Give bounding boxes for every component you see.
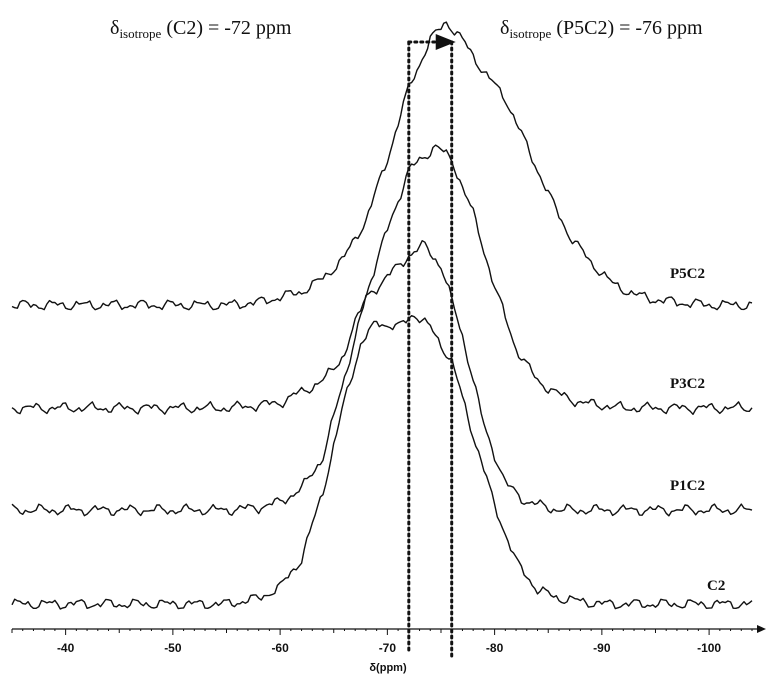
trace-p3c2 <box>11 144 753 415</box>
trace-p1c2 <box>11 240 753 517</box>
series-labels: P5C2 P3C2 P1C2 C2 <box>670 266 725 594</box>
trace-c2 <box>11 315 753 610</box>
series-label-p3c2: P3C2 <box>670 376 705 392</box>
spectrum-traces <box>11 21 753 610</box>
trace-p5c2 <box>11 21 753 311</box>
series-label-p1c2: P1C2 <box>670 478 705 494</box>
isotrope-guides <box>407 34 456 660</box>
x-tick-label: -50 <box>164 641 182 655</box>
x-axis: -40 -50 -60 -70 -80 -90 -100 <box>11 625 766 655</box>
annotation-right: δisotrope (P5C2) = -76 ppm <box>500 17 703 41</box>
arrow-head-icon <box>435 34 456 50</box>
x-tick-label: -70 <box>379 641 397 655</box>
x-tick-label: -80 <box>486 641 504 655</box>
x-tick-label: -90 <box>593 641 611 655</box>
series-label-c2: C2 <box>707 578 725 594</box>
x-tick-label: -40 <box>57 641 75 655</box>
top-annotations: δisotrope (C2) = -72 ppm δisotrope (P5C2… <box>110 17 703 41</box>
series-label-p5c2: P5C2 <box>670 266 705 282</box>
x-tick-label: -60 <box>271 641 289 655</box>
x-tick-label: -100 <box>697 641 721 655</box>
x-axis-arrow-icon <box>757 625 766 633</box>
x-axis-title: δ(ppm) <box>369 662 407 674</box>
annotation-left: δisotrope (C2) = -72 ppm <box>110 17 292 41</box>
